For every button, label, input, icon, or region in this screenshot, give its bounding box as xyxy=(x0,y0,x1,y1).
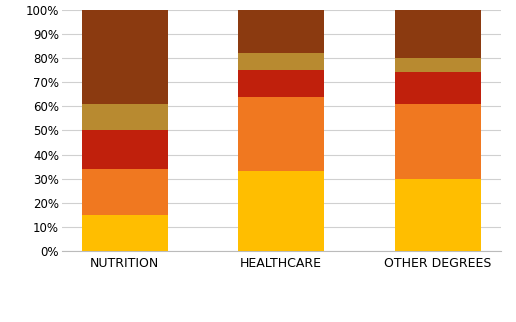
Bar xyxy=(82,215,168,251)
Bar xyxy=(238,97,324,171)
Bar xyxy=(82,10,168,104)
Bar xyxy=(395,179,480,251)
Bar xyxy=(82,130,168,169)
Bar xyxy=(395,72,480,104)
Bar xyxy=(82,104,168,130)
Bar xyxy=(238,70,324,97)
Bar xyxy=(238,53,324,70)
Bar xyxy=(395,104,480,179)
Bar xyxy=(238,10,324,53)
Bar xyxy=(82,169,168,215)
Bar xyxy=(395,10,480,58)
Bar xyxy=(395,58,480,72)
Bar xyxy=(238,171,324,251)
